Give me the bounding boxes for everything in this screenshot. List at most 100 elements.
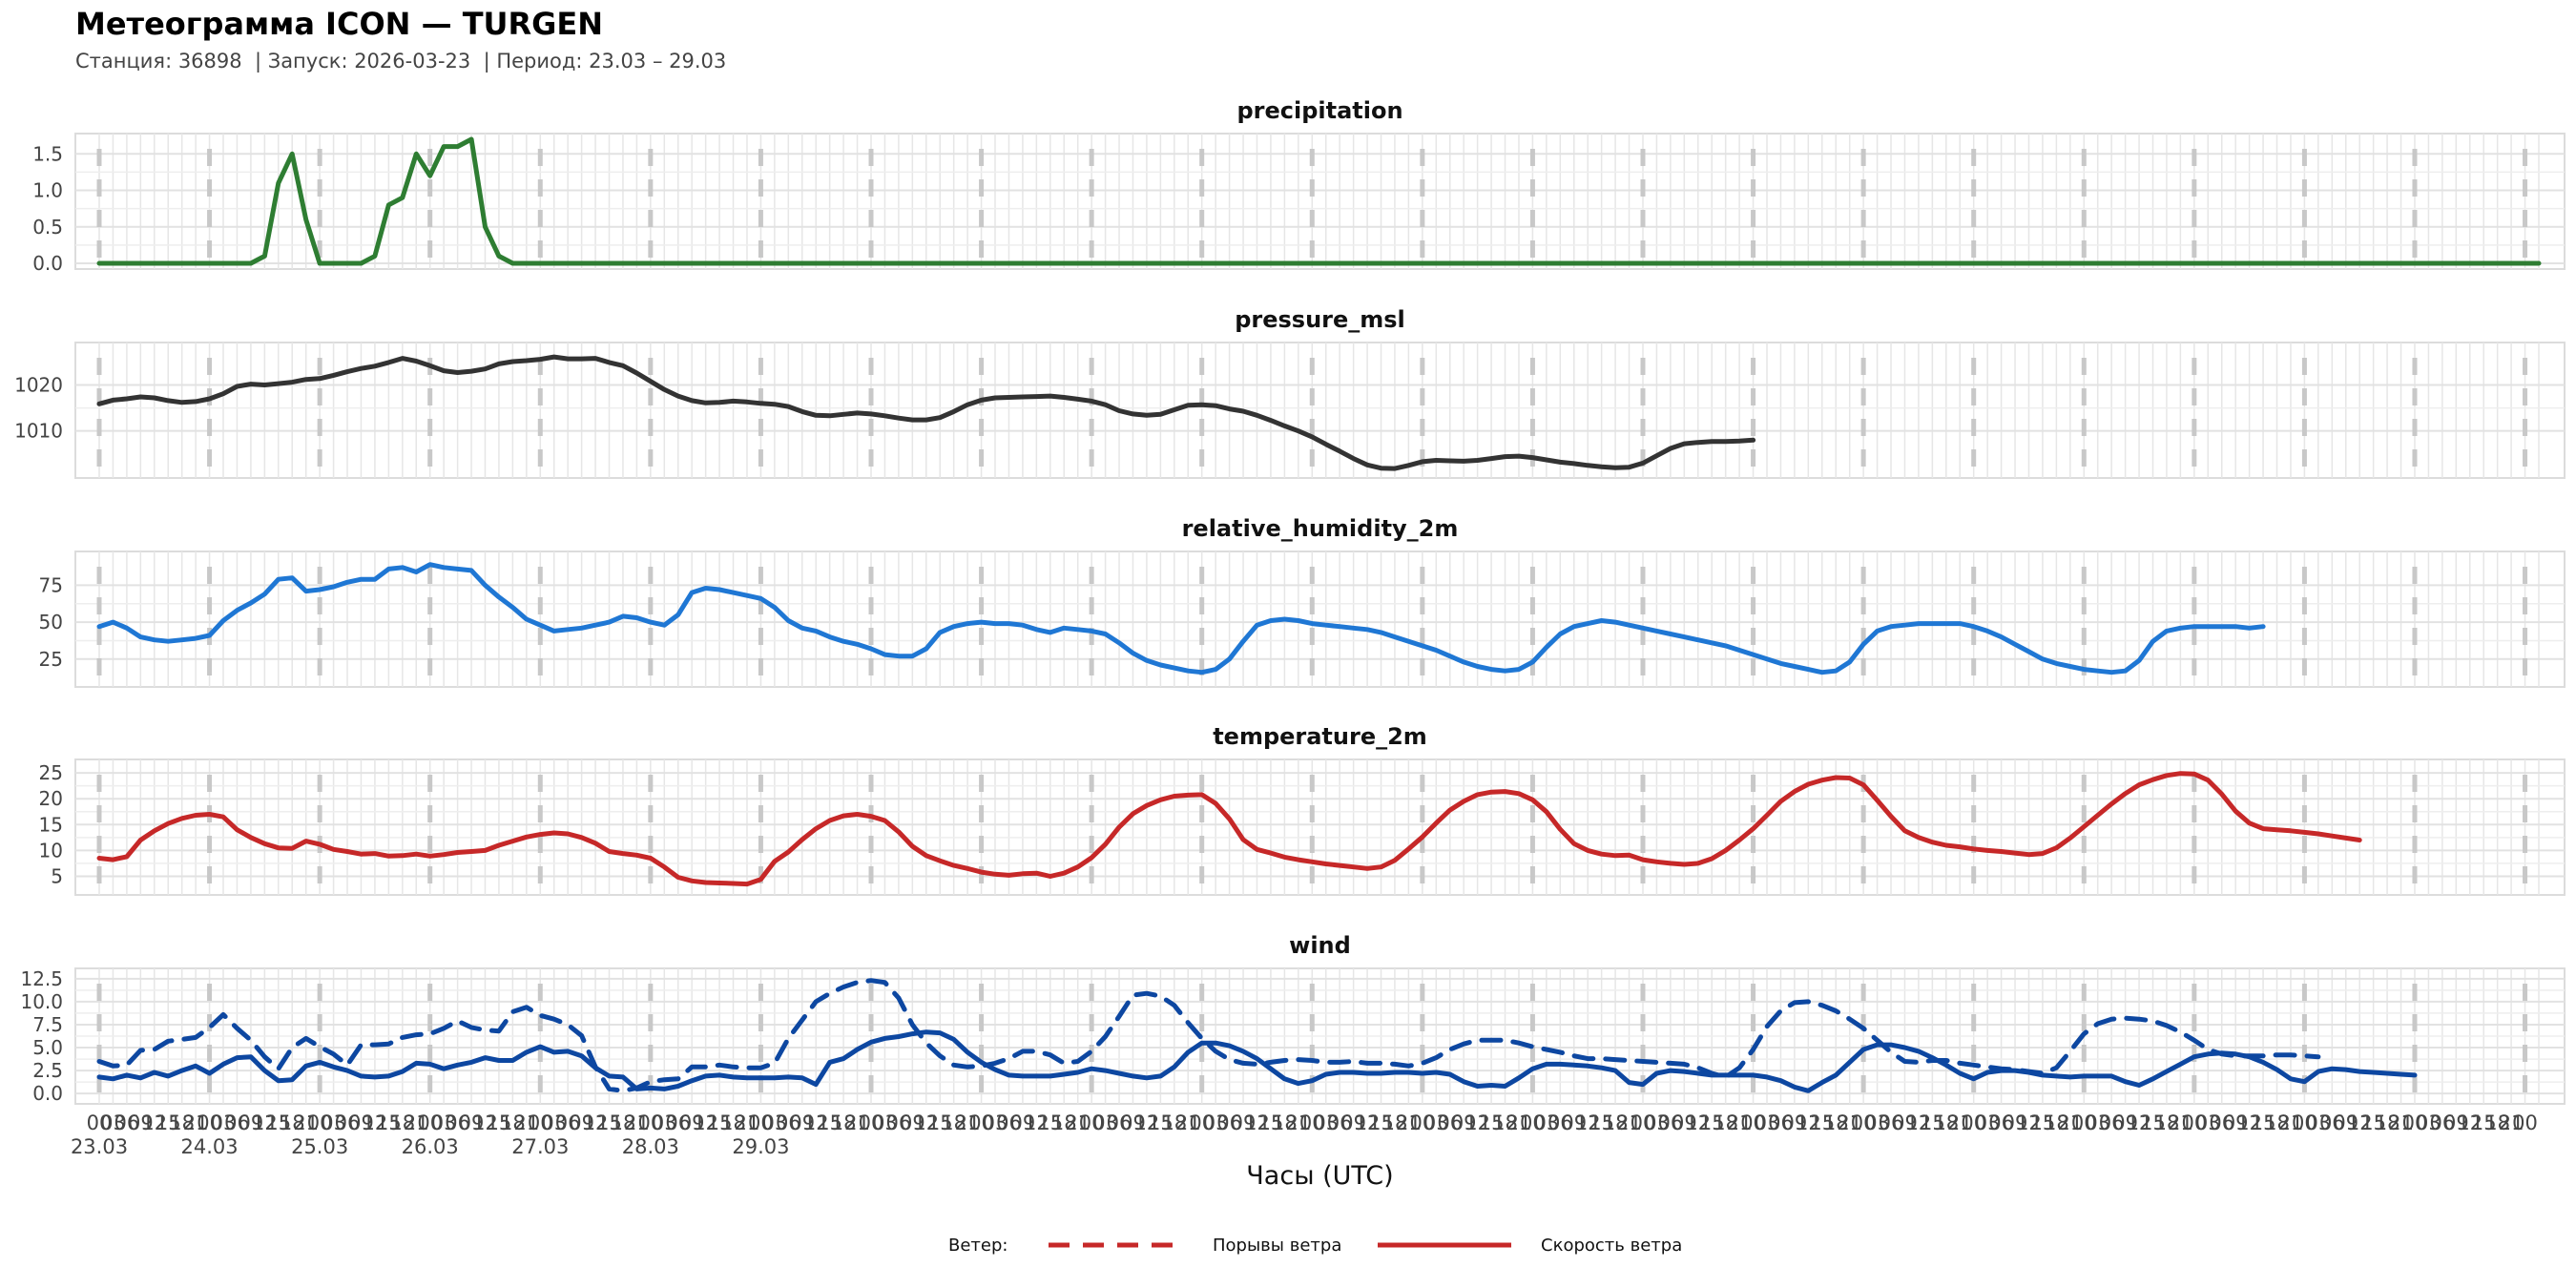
ytick-label: 20 — [39, 787, 63, 810]
legend: Ветер: Порывы ветра Скорость ветра — [948, 1236, 1682, 1256]
day-label: 28.03 — [622, 1135, 679, 1158]
xtick-label: 18 — [720, 1111, 746, 1134]
xtick-label: 00 — [2512, 1111, 2538, 1134]
xtick-label: 03 — [2195, 1111, 2221, 1134]
xtick-label: 06 — [776, 1111, 801, 1134]
xtick-label: 15 — [927, 1111, 953, 1134]
xtick-label: 06 — [1988, 1111, 2014, 1134]
series-line — [96, 1029, 2418, 1093]
xtick-label: 15 — [2140, 1111, 2166, 1134]
legend-heading: Ветер: — [948, 1236, 1008, 1256]
ytick-label: 1010 — [14, 420, 63, 443]
xtick-label: 15 — [376, 1111, 402, 1134]
xtick-label: 12 — [1575, 1111, 1601, 1134]
xtick-label: 00 — [1851, 1111, 1877, 1134]
xtick-label: 06 — [555, 1111, 581, 1134]
xtick-label: 12 — [693, 1111, 718, 1134]
ytick-label: 5.0 — [32, 1036, 63, 1059]
xtick-label: 18 — [1603, 1111, 1629, 1134]
xtick-label: 15 — [1479, 1111, 1505, 1134]
xtick-label: 21 — [183, 1111, 209, 1134]
ytick-label: 0.0 — [32, 252, 63, 275]
xtick-label: 03 — [983, 1111, 1008, 1134]
xtick-label: 12 — [252, 1111, 278, 1134]
xtick-label: 15 — [2030, 1111, 2056, 1134]
xtick-label: 00 — [1740, 1111, 1766, 1134]
ytick-label: 1020 — [14, 374, 63, 397]
xtick-label: 09 — [1010, 1111, 1036, 1134]
series-line — [96, 771, 2362, 887]
xtick-label: 06 — [1437, 1111, 1463, 1134]
ytick-label: 10 — [39, 839, 63, 862]
xtick-label: 18 — [1161, 1111, 1187, 1134]
xtick-label: 03 — [652, 1111, 677, 1134]
xtick-label: 09 — [2333, 1111, 2358, 1134]
xtick-label: 00 — [2402, 1111, 2428, 1134]
xtick-label: 00 — [748, 1111, 774, 1134]
xtick-label: 09 — [1120, 1111, 1146, 1134]
panel-title: wind — [1289, 932, 1351, 959]
xtick-label: 03 — [1533, 1111, 1559, 1134]
xtick-label: 15 — [487, 1111, 512, 1134]
xtick-label: 03 — [541, 1111, 567, 1134]
xtick-label: 06 — [1327, 1111, 1353, 1134]
xtick-label: 21 — [293, 1111, 319, 1134]
xtick-label: 21 — [513, 1111, 539, 1134]
xtick-label: 00 — [2181, 1111, 2207, 1134]
day-label: 27.03 — [511, 1135, 569, 1158]
ytick-label: 75 — [39, 573, 63, 596]
panel-title: precipitation — [1236, 97, 1402, 124]
ytick-label: 25 — [39, 648, 63, 671]
xtick-label: 15 — [1148, 1111, 1174, 1134]
xtick-label: 09 — [1451, 1111, 1477, 1134]
xtick-label: 00 — [1520, 1111, 1546, 1134]
panel-temperature-2m: 510 15 20 25 temperature_2m — [39, 723, 2566, 896]
ytick-label: 0.5 — [32, 216, 63, 239]
xtick-label: 18 — [2044, 1111, 2069, 1134]
xtick-label: 12 — [2236, 1111, 2262, 1134]
xtick-label: 09 — [789, 1111, 815, 1134]
xtick-label: 12 — [1244, 1111, 1270, 1134]
xtick-label: 06 — [1107, 1111, 1132, 1134]
xtick-label: 15 — [1258, 1111, 1284, 1134]
xtick-label: 15 — [156, 1111, 181, 1134]
xtick-label: 18 — [2375, 1111, 2400, 1134]
ytick-label: 10.0 — [20, 990, 63, 1013]
xtick-label: 18 — [2154, 1111, 2180, 1134]
panel-wind: 0.02.55.07.510.012.5 wind — [20, 932, 2566, 1105]
xtick-label: 15 — [2471, 1111, 2497, 1134]
xtick-label: 09 — [1340, 1111, 1366, 1134]
series-line — [96, 562, 2266, 675]
xtick-label: 18 — [1933, 1111, 1959, 1134]
panel-frame — [74, 342, 2566, 479]
xtick-label: 09 — [459, 1111, 485, 1134]
xtick-label: 03 — [211, 1111, 237, 1134]
xtick-label: 12 — [2016, 1111, 2042, 1134]
xtick-label: 15 — [1589, 1111, 1614, 1134]
xtick-label: 12 — [141, 1111, 167, 1134]
legend-speed-label: Скорость ветра — [1541, 1236, 1682, 1256]
xtick-label: 18 — [1713, 1111, 1738, 1134]
day-label: 26.03 — [402, 1135, 459, 1158]
xtick-label: 03 — [321, 1111, 346, 1134]
xtick-label: 12 — [1355, 1111, 1381, 1134]
xtick-label: 21 — [1285, 1111, 1311, 1134]
xtick-label: 21 — [624, 1111, 650, 1134]
xtick-label: 21 — [2388, 1111, 2414, 1134]
xtick-label: 21 — [404, 1111, 429, 1134]
ytick-label: 7.5 — [32, 1013, 63, 1036]
ytick-label: 15 — [39, 813, 63, 836]
xtick-label: 00 — [637, 1111, 663, 1134]
panel-title: pressure_msl — [1235, 306, 1405, 333]
xtick-label: 21 — [2499, 1111, 2524, 1134]
xtick-label: 21 — [1837, 1111, 1862, 1134]
panel-pressure-msl: 1010 1020 pressure_msl — [14, 306, 2566, 479]
panel-title: temperature_2m — [1213, 723, 1427, 750]
xtick-label: 12 — [363, 1111, 388, 1134]
xtick-label: 09 — [679, 1111, 705, 1134]
xtick-label: 12 — [1796, 1111, 1821, 1134]
xtick-label: 21 — [1947, 1111, 1973, 1134]
xtick-label: 00 — [307, 1111, 333, 1134]
xtick-label: 09 — [1231, 1111, 1257, 1134]
